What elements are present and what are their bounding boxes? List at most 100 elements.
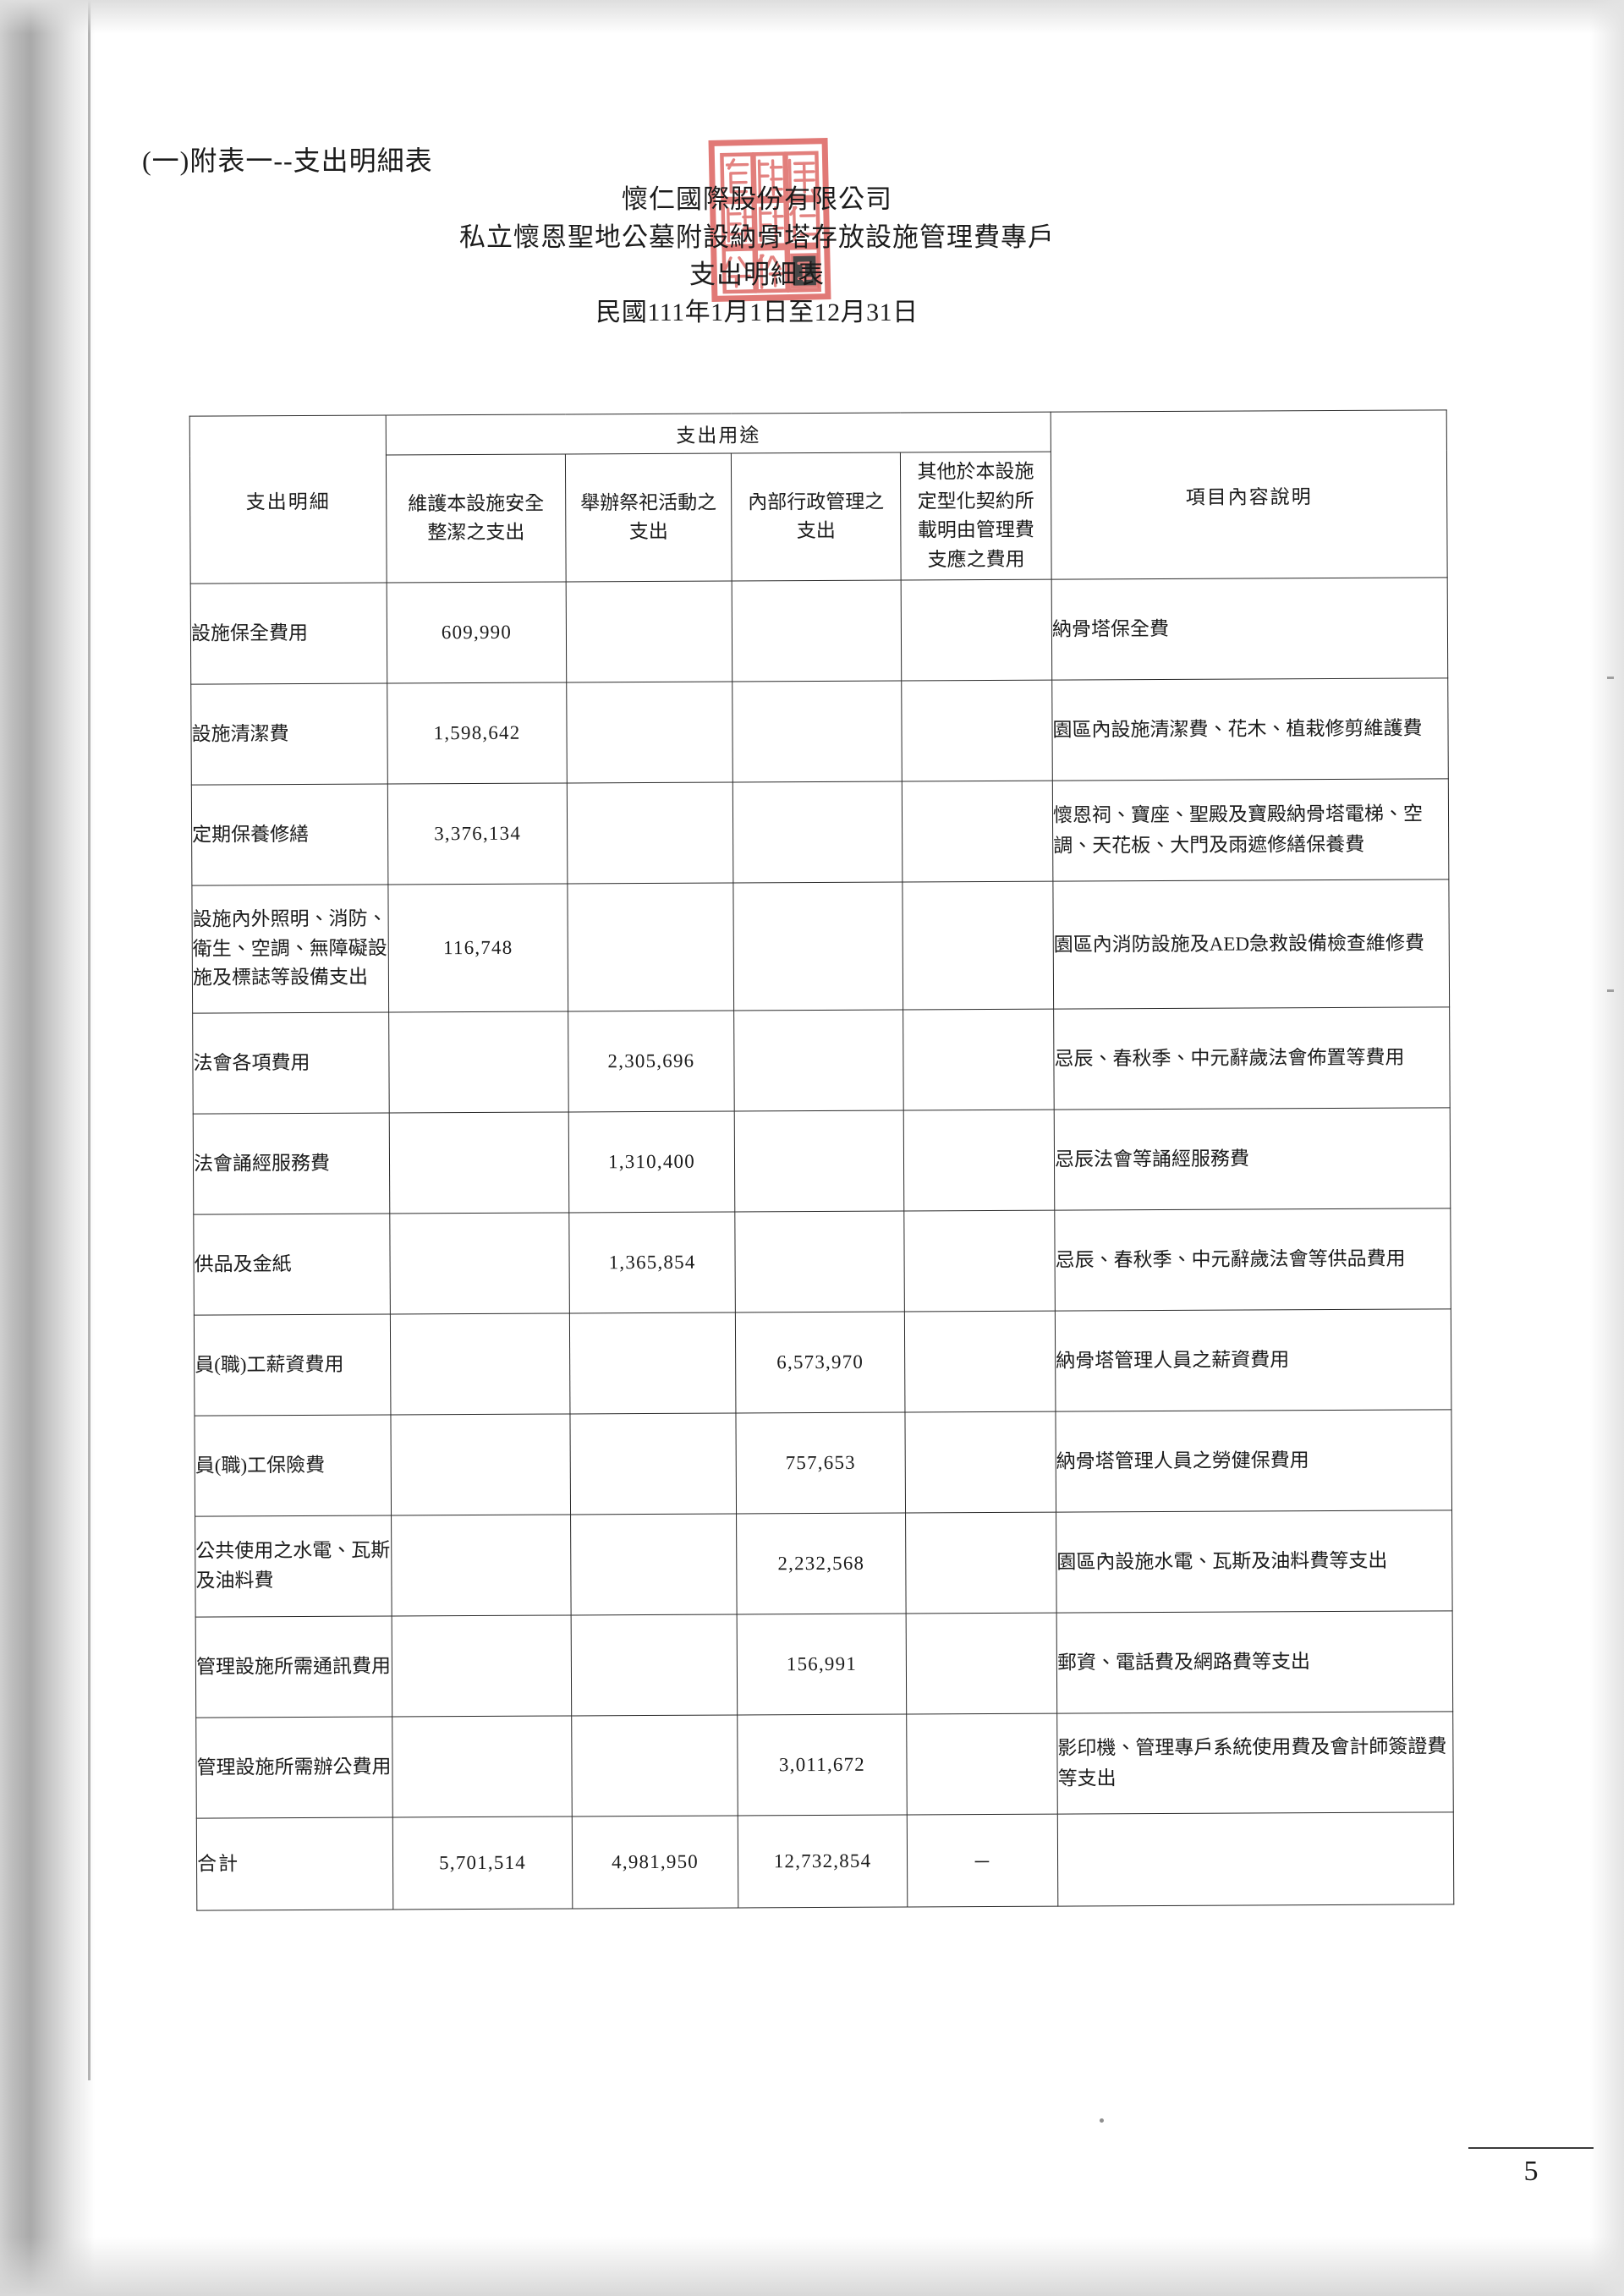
row-value-ritual — [569, 1412, 737, 1515]
row-item-label: 員(職)工保險費 — [194, 1414, 392, 1517]
row-value-admin — [732, 580, 902, 682]
row-value-admin: 6,573,970 — [735, 1312, 905, 1413]
row-value-safety-cleaning: 3,376,134 — [387, 782, 568, 885]
scan-top-shadow — [0, 0, 1624, 34]
header-line: 支出 — [796, 519, 836, 542]
table-row: 設施保全費用 609,990 納骨塔保全費 — [190, 577, 1448, 685]
row-description: 懷恩祠、寶座、聖殿及寶殿納骨塔電梯、空調、天花板、大門及雨遮修繕保養費 — [1052, 778, 1449, 882]
row-value-admin — [733, 1010, 904, 1112]
table-row: 法會各項費用 2,305,696 忌辰、春秋季、中元辭歲法會佈置等費用 — [192, 1006, 1451, 1115]
table-row: 員(職)工薪資費用 6,573,970 納骨塔管理人員之薪資費用 — [194, 1308, 1451, 1417]
expenditure-detail-table: 支出明細 支出用途 項目內容說明 維護本設施安全 整潔之支出 舉辦祭祀活動之 支… — [189, 409, 1455, 1911]
column-header-internal-admin: 內部行政管理之 支出 — [731, 452, 902, 582]
row-value-safety-cleaning: 1,598,642 — [387, 682, 568, 785]
row-value-ritual — [566, 581, 732, 682]
header-line: 其他於本設施 — [917, 460, 1034, 483]
row-description: 忌辰、春秋季、中元辭歲法會佈置等費用 — [1053, 1006, 1451, 1110]
column-header-safety-cleaning: 維護本設施安全 整潔之支出 — [386, 453, 567, 584]
row-description: 郵資、電話費及網路費等支出 — [1056, 1610, 1453, 1714]
account-subtitle: 私立懷恩聖地公墓附設納骨塔存放設施管理費專戶 — [459, 222, 1055, 252]
row-description: 忌辰法會等誦經服務費 — [1054, 1107, 1451, 1211]
column-header-description: 項目內容說明 — [1051, 409, 1448, 580]
row-value-ritual: 2,305,696 — [568, 1011, 735, 1112]
scan-speck — [1100, 2118, 1104, 2123]
reporting-period: 民國111年1月1日至12月31日 — [595, 298, 919, 326]
row-value-safety-cleaning — [391, 1514, 572, 1616]
page-number-rule — [1468, 2147, 1594, 2149]
row-description: 園區內設施水電、瓦斯及油料費等支出 — [1056, 1510, 1453, 1614]
scan-left-edge-shadow — [0, 0, 95, 2296]
row-description: 納骨塔管理人員之勞健保費用 — [1055, 1409, 1452, 1513]
row-item-label: 定期保養修繕 — [191, 784, 388, 886]
row-value-admin: 757,653 — [735, 1412, 906, 1514]
header-line: 內部行政管理之 — [748, 490, 885, 512]
table-total-row: 合計 5,701,514 4,981,950 12,732,854 － — [196, 1811, 1454, 1911]
row-value-admin: 156,991 — [737, 1614, 907, 1715]
document-title-block: 懷仁國際股份有限公司 私立懷恩聖地公墓附設納骨塔存放設施管理費專戶 支出明細表 … — [0, 181, 1514, 331]
row-value-ritual: 1,310,400 — [568, 1111, 735, 1213]
row-item-label: 設施清潔費 — [190, 683, 388, 786]
column-header-group-purpose: 支出用途 — [386, 412, 1051, 456]
scan-edge-nick — [1607, 989, 1614, 992]
row-value-admin — [732, 882, 903, 1011]
row-value-other — [904, 1311, 1056, 1413]
row-item-label: 法會各項費用 — [192, 1011, 390, 1115]
row-description: 忌辰、春秋季、中元辭歲法會等供品費用 — [1054, 1208, 1451, 1312]
row-item-label: 員(職)工薪資費用 — [194, 1313, 391, 1417]
row-value-other — [902, 881, 1054, 1011]
total-safety-cleaning: 5,701,514 — [392, 1816, 573, 1910]
row-value-safety-cleaning — [390, 1413, 571, 1515]
table-header-group-row: 支出明細 支出用途 項目內容說明 — [189, 409, 1448, 584]
row-item-label: 法會誦經服務費 — [193, 1112, 390, 1215]
row-value-ritual — [567, 883, 734, 1011]
total-other: － — [907, 1814, 1058, 1908]
row-value-admin — [732, 681, 903, 783]
total-description — [1057, 1811, 1454, 1907]
row-value-safety-cleaning — [389, 1212, 570, 1314]
table-row: 法會誦經服務費 1,310,400 忌辰法會等誦經服務費 — [193, 1107, 1451, 1215]
row-value-ritual: 1,365,854 — [568, 1212, 736, 1313]
page-number: 5 — [1523, 2156, 1539, 2187]
row-value-admin — [734, 1211, 905, 1312]
total-admin: 12,732,854 — [738, 1815, 908, 1908]
row-value-other — [902, 781, 1053, 883]
row-value-admin — [732, 781, 903, 884]
row-value-ritual — [566, 682, 733, 783]
row-item-label: 公共使用之水電、瓦斯及油料費 — [195, 1515, 392, 1618]
row-value-safety-cleaning — [392, 1715, 573, 1817]
total-ritual: 4,981,950 — [572, 1815, 738, 1909]
header-line: 載明由管理費 — [917, 518, 1034, 541]
table-row: 設施清潔費 1,598,642 園區內設施清潔費、花木、植栽修剪維護費 — [190, 677, 1449, 786]
row-value-safety-cleaning — [388, 1011, 569, 1113]
expenditure-detail-table-wrapper: 支出明細 支出用途 項目內容說明 維護本設施安全 整潔之支出 舉辦祭祀活動之 支… — [189, 409, 1455, 1911]
scan-bottom-shadow — [0, 2237, 1624, 2296]
row-description: 納骨塔管理人員之薪資費用 — [1055, 1308, 1451, 1412]
row-value-admin: 3,011,672 — [737, 1714, 908, 1816]
row-value-other — [904, 1411, 1056, 1514]
row-value-ritual — [571, 1714, 738, 1817]
row-item-label: 供品及金紙 — [193, 1213, 391, 1316]
row-value-other — [903, 1110, 1055, 1212]
column-header-other-contract: 其他於本設施 定型化契約所 載明由管理費 支應之費用 — [900, 452, 1052, 581]
total-row-label: 合計 — [196, 1817, 393, 1911]
row-value-safety-cleaning — [392, 1614, 572, 1717]
row-description: 園區內消防設施及AED急救設備檢查維修費 — [1052, 879, 1450, 1010]
header-line: 定型化契約所 — [917, 490, 1034, 512]
row-value-admin: 2,232,568 — [736, 1513, 907, 1614]
row-value-other — [906, 1613, 1057, 1715]
row-value-ritual — [571, 1614, 738, 1716]
header-line: 舉辦祭祀活動之 — [580, 491, 717, 513]
row-item-label: 管理設施所需通訊費用 — [195, 1615, 392, 1718]
header-line: 支應之費用 — [927, 548, 1025, 570]
header-line: 整潔之支出 — [427, 521, 525, 544]
table-body: 設施保全費用 609,990 納骨塔保全費 設施清潔費 1,598,642 園區… — [190, 577, 1454, 1911]
table-row: 定期保養修繕 3,376,134 懷恩祠、寶座、聖殿及寶殿納骨塔電梯、空調、天花… — [191, 778, 1449, 886]
scan-right-shadow — [1590, 0, 1624, 2296]
row-item-label: 設施保全費用 — [190, 583, 387, 685]
row-value-safety-cleaning: 116,748 — [387, 883, 568, 1012]
row-item-label: 管理設施所需辦公費用 — [195, 1716, 393, 1819]
row-value-ritual — [570, 1513, 738, 1615]
column-header-ritual-activities: 舉辦祭祀活動之 支出 — [565, 453, 732, 582]
table-row: 員(職)工保險費 757,653 納骨塔管理人員之勞健保費用 — [194, 1409, 1452, 1517]
